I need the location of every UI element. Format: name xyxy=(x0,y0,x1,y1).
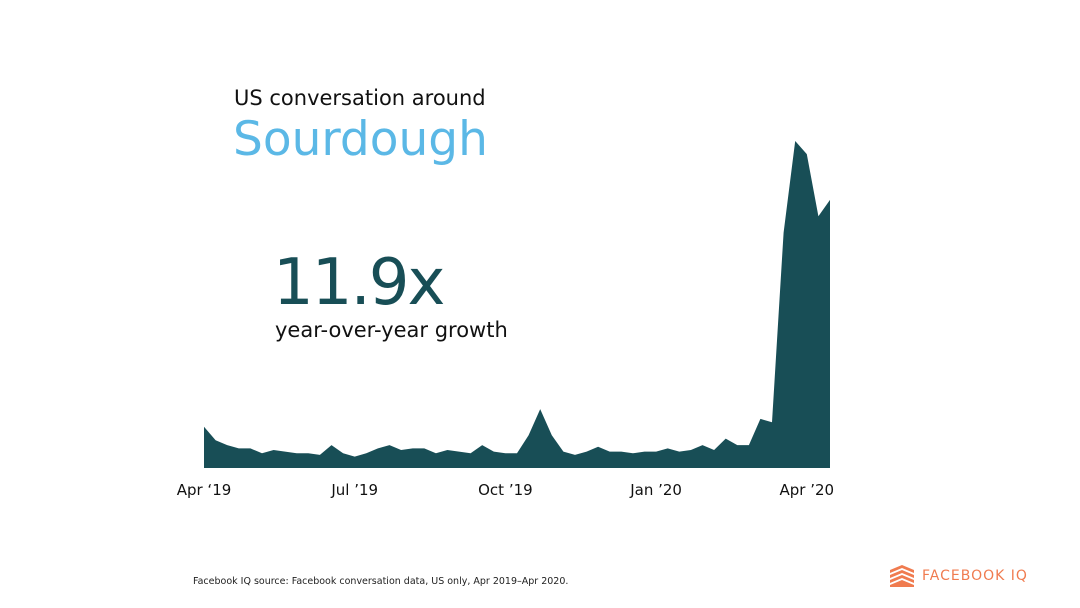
chart-headline: Sourdough xyxy=(233,112,488,167)
chart-kicker: US conversation around xyxy=(234,86,486,110)
x-tick-label: Jul ’19 xyxy=(330,481,378,499)
brand-logo: FACEBOOK IQ xyxy=(890,565,1028,587)
x-tick-label: Oct ’19 xyxy=(478,481,533,499)
x-axis-ticks: Apr ‘19 Jul ’19 Oct ’19 Jan ’20 Apr ’20 xyxy=(177,481,834,499)
area-series-sourdough xyxy=(204,141,830,468)
growth-caption: year-over-year growth xyxy=(275,318,508,342)
source-footnote: Facebook IQ source: Facebook conversatio… xyxy=(193,576,569,587)
growth-multiplier: 11.9x xyxy=(273,246,445,320)
facebook-iq-logo-icon xyxy=(890,565,914,587)
brand-name: FACEBOOK IQ xyxy=(922,568,1028,584)
x-tick-label: Apr ‘19 xyxy=(177,481,232,499)
x-tick-label: Jan ’20 xyxy=(629,481,682,499)
x-tick-label: Apr ’20 xyxy=(780,481,835,499)
